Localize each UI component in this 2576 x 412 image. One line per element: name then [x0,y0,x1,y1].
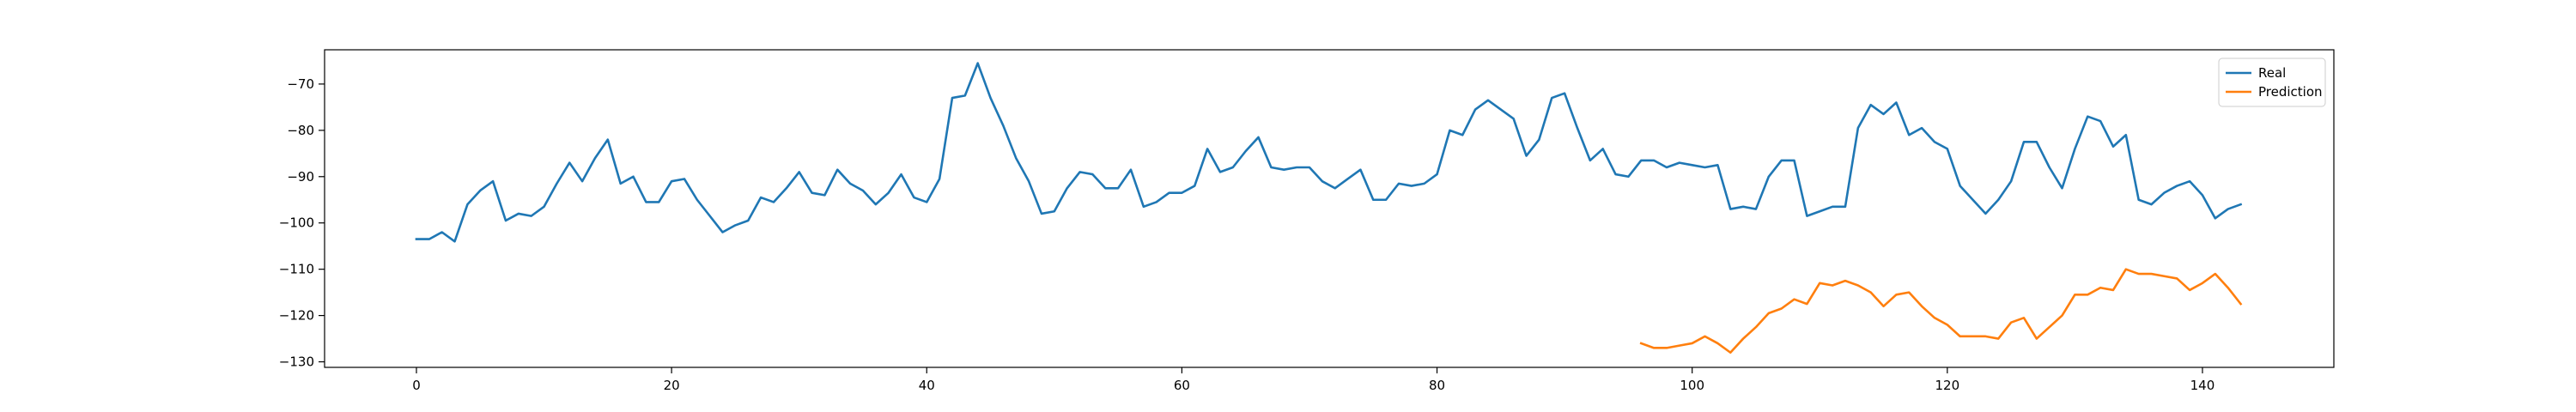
y-tick-label: −130 [279,354,314,370]
x-tick-label: 120 [1935,378,1960,393]
x-tick-label: 60 [1174,378,1190,393]
legend-label-real: Real [2258,65,2286,81]
x-tick-label: 40 [919,378,935,393]
y-tick-label: −120 [279,308,314,324]
legend: Real Prediction [2218,58,2326,107]
series-layer [415,62,2243,354]
plot-frame [324,49,2335,368]
x-tick-label: 100 [1680,378,1704,393]
legend-label-prediction: Prediction [2258,84,2323,100]
series-line-prediction [1639,268,2243,354]
x-tick-label: 20 [664,378,680,393]
y-tick-label: −90 [287,169,314,185]
y-tick-label: −80 [287,123,314,138]
x-tick-label: 140 [2190,378,2215,393]
x-tick-label: 80 [1429,378,1445,393]
y-tick-label: −70 [287,76,314,92]
x-axis: 0 20 40 60 80 100 120 140 [412,367,2215,393]
y-axis: −130 −120 −110 −100 −90 −80 −70 [279,76,325,370]
series-line-real [415,62,2243,243]
y-tick-label: −110 [279,262,314,277]
y-tick-label: −100 [279,215,314,231]
x-tick-label: 0 [412,378,421,393]
legend-box [2218,58,2326,107]
